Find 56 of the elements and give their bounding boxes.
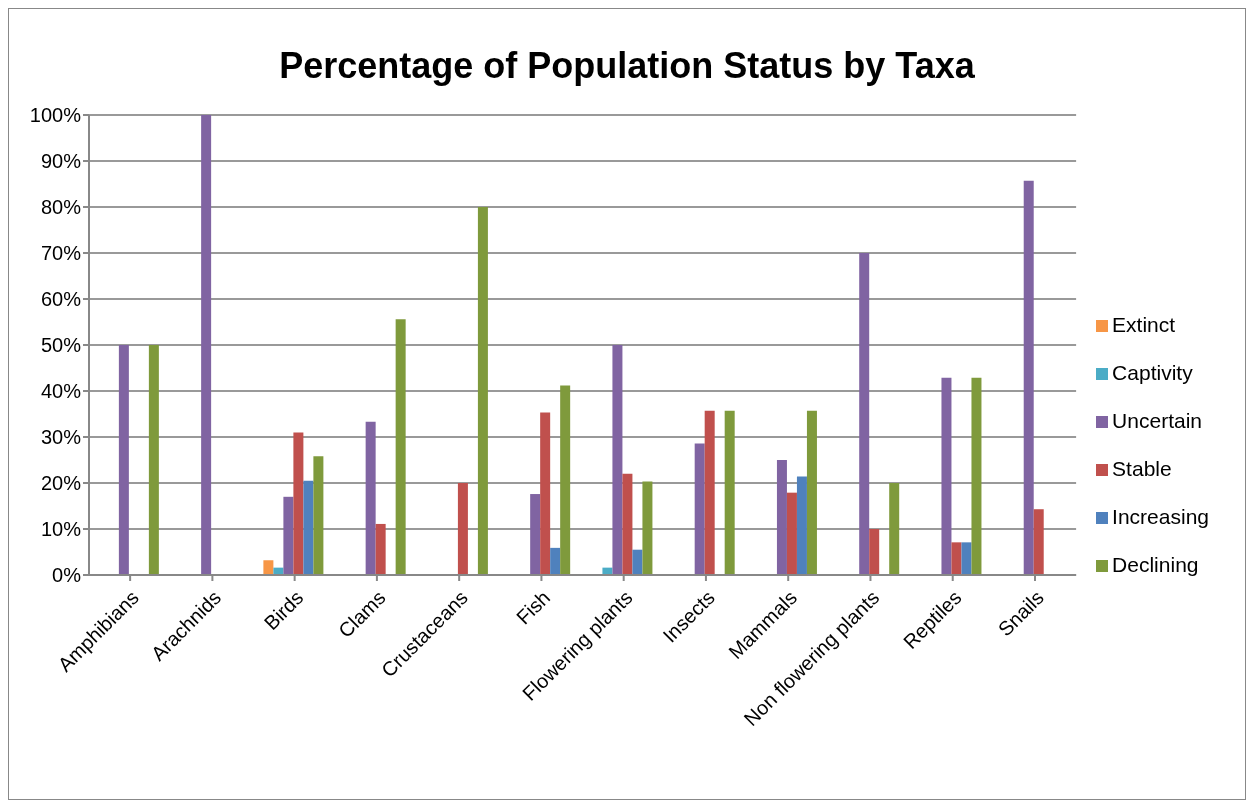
y-tick-label: 70%: [40, 242, 82, 265]
y-tick-label: 60%: [40, 288, 82, 311]
bar: [796, 476, 807, 575]
bar: [457, 483, 468, 575]
bar: [642, 481, 653, 575]
legend-label: Captivity: [1112, 361, 1193, 384]
y-tick-label: 20%: [40, 472, 82, 495]
bar: [293, 432, 304, 575]
bar: [971, 377, 982, 575]
bar: [786, 492, 797, 575]
legend-label: Uncertain: [1112, 409, 1202, 432]
bar: [560, 385, 571, 575]
bar: [283, 496, 294, 575]
bar: [201, 115, 212, 575]
y-tick-label: 90%: [40, 150, 82, 173]
y-tick-label: 40%: [40, 380, 82, 403]
y-tick-label: 10%: [40, 518, 82, 541]
bar: [365, 421, 376, 575]
bar: [148, 345, 159, 575]
bar: [477, 207, 488, 575]
y-tick-label: 30%: [40, 426, 82, 449]
bar: [395, 319, 406, 575]
bar: [951, 542, 962, 575]
legend-label: Declining: [1112, 553, 1199, 576]
legend-label: Stable: [1112, 457, 1172, 480]
bar: [612, 345, 623, 575]
bar: [303, 480, 314, 575]
y-tick-label: 80%: [40, 196, 82, 219]
bar: [806, 410, 817, 575]
bar: [375, 523, 386, 575]
bar: [941, 377, 952, 575]
x-tick-label: Fish: [512, 586, 555, 629]
bar: [550, 547, 561, 575]
y-tick-label: 0%: [52, 564, 82, 587]
bar: [869, 529, 880, 575]
bar: [313, 456, 324, 575]
bar: [118, 345, 129, 575]
bar: [263, 560, 274, 575]
bar: [694, 443, 705, 575]
bar: [632, 549, 643, 575]
bar: [776, 460, 787, 575]
legend-label: Extinct: [1112, 313, 1176, 336]
bar: [530, 494, 541, 575]
bar: [859, 253, 870, 575]
bar: [704, 410, 715, 575]
y-tick-label: 100%: [29, 104, 82, 127]
legend-label: Increasing: [1112, 505, 1209, 528]
y-tick-label: 50%: [40, 334, 82, 357]
bar: [540, 412, 551, 575]
bar: [1023, 180, 1034, 575]
bar: [724, 410, 735, 575]
bar: [622, 473, 633, 575]
bar: [889, 483, 900, 575]
chart-title: Percentage of Population Status by Taxa: [278, 44, 976, 88]
bar: [961, 542, 972, 575]
bar: [1033, 509, 1044, 575]
